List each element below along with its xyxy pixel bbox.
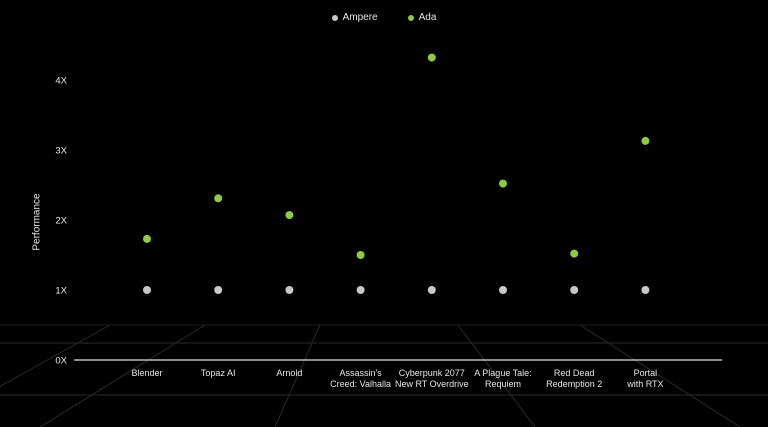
data-point-ampere — [499, 286, 507, 294]
floor-line — [457, 324, 536, 427]
floor-line — [579, 324, 741, 427]
legend-swatch-ampere — [331, 14, 338, 21]
x-tick-label: Topaz AI — [201, 368, 236, 378]
data-point-ada — [570, 249, 579, 258]
x-tick-label: Red Dead Redemption 2 — [546, 368, 602, 389]
data-point-ada — [499, 179, 507, 188]
floor-line — [274, 324, 321, 427]
legend: Ampere Ada — [0, 12, 768, 23]
x-tick-label: A Plague Tale: Requiem — [474, 368, 531, 389]
floor-line — [0, 324, 111, 388]
y-tick-label: 4X — [55, 76, 67, 87]
x-tick-label: Arnold — [276, 368, 302, 378]
legend-item-ada[interactable]: Ada — [407, 12, 437, 23]
data-points — [143, 53, 650, 294]
y-tick-label: 2X — [55, 216, 67, 227]
data-point-ampere — [356, 286, 365, 294]
data-point-ada — [285, 211, 294, 220]
y-tick-label: 1X — [55, 286, 67, 297]
data-point-ampere — [641, 286, 650, 294]
x-tick-label: Portal with RTX — [626, 368, 663, 389]
data-point-ampere — [143, 286, 151, 294]
legend-label-ampere: Ampere — [342, 12, 378, 23]
data-point-ada — [641, 136, 650, 145]
data-point-ampere — [214, 286, 223, 294]
x-tick-label: Cyberpunk 2077 New RT Overdrive — [395, 368, 469, 389]
x-tick-label: Blender — [131, 368, 162, 378]
floor-line — [39, 324, 206, 427]
x-tick-label: Assassin's Creed: Valhalla — [330, 368, 391, 389]
perspective-floor-grid — [0, 324, 768, 427]
data-point-ada — [214, 194, 223, 203]
y-tick-label: 3X — [55, 146, 67, 157]
data-point-ampere — [427, 286, 436, 294]
data-point-ada — [356, 251, 365, 259]
y-axis-title: Performance — [31, 193, 43, 251]
data-point-ampere — [285, 286, 294, 294]
data-point-ampere — [570, 286, 579, 294]
legend-swatch-ada — [407, 14, 414, 21]
y-axis: 0X 1X 2X 3X 4X — [55, 76, 67, 367]
legend-item-ampere[interactable]: Ampere — [331, 12, 378, 23]
legend-label-ada: Ada — [418, 12, 437, 23]
data-point-ada — [427, 53, 436, 62]
data-point-ada — [143, 234, 151, 243]
x-axis-tick-labels: Blender Topaz AI Arnold Assassin's Creed: Va… — [131, 368, 663, 389]
y-tick-label: 0X — [55, 356, 67, 367]
